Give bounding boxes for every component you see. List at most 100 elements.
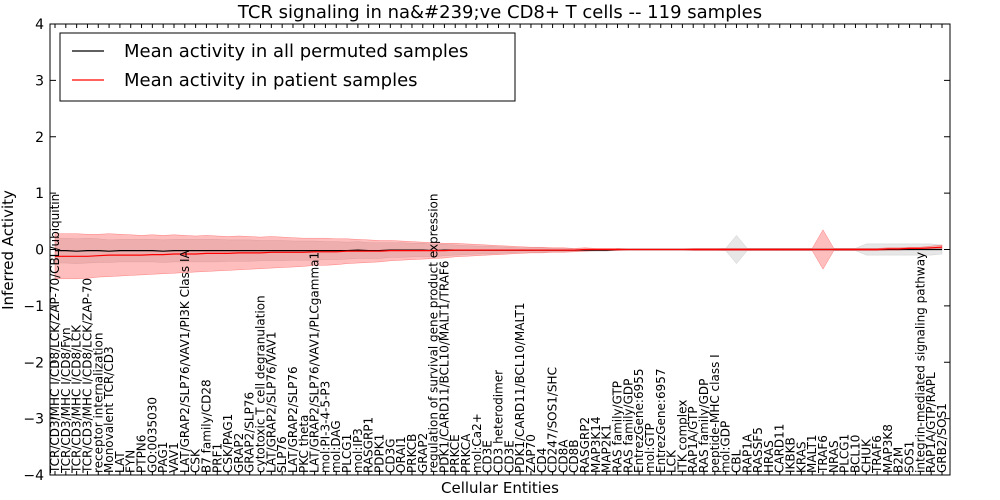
y-tick-label: 4 <box>35 17 44 33</box>
x-tick-label: PLCG1 <box>838 434 852 473</box>
x-tick-label: integrin-mediated signaling pathway <box>913 252 927 473</box>
x-tick-label: PDPK1 <box>373 434 387 473</box>
x-tick-label: MAP2K1 <box>600 424 614 473</box>
y-tick-label: −1 <box>23 299 44 315</box>
x-axis-label: Cellular Entities <box>441 479 559 497</box>
y-tick-label: −2 <box>23 355 44 371</box>
x-tick-label: RAS family/GTP <box>611 381 625 473</box>
x-tick-label: CD3G <box>383 438 397 473</box>
legend: Mean activity in all permuted samples Mea… <box>59 32 516 102</box>
x-tick-label: LAT/GRAP2/SLP76/VAV1 <box>264 332 278 473</box>
x-tick-label: TCR/CD3/MHC I/CD8/LCK <box>70 324 84 474</box>
x-tick-label: VAV1 <box>167 442 181 473</box>
x-tick-label: TCR/CD3/MHC I/CD8/LCK/ZAP-70 <box>81 278 95 474</box>
x-tick-label: SLP76 <box>275 436 289 473</box>
x-tick-label: PLCG1 <box>340 434 354 473</box>
x-tick-label: PRKCA <box>459 433 473 473</box>
x-tick-label: EntrezGene:6955 <box>632 369 646 474</box>
x-tick-label: RASGRP1 <box>362 417 376 473</box>
x-tick-label: PRF1 <box>210 443 224 473</box>
x-tick-label: TCR/CD3/MHC I/CD8/Fyn <box>59 327 73 474</box>
x-tick-label: PRKCE <box>448 434 462 473</box>
x-tick-label: mol:IP3 <box>351 428 365 473</box>
x-tick-label: B2M <box>892 447 906 473</box>
x-tick-label: B7 family/CD28 <box>199 379 213 473</box>
x-tick-label: BCL10 <box>849 435 863 473</box>
x-tick-label: mol:Ca2+ <box>470 413 484 473</box>
x-tick-label: CD8A <box>556 439 570 473</box>
y-axis-label: Inferred Activity <box>0 190 17 310</box>
x-tick-label: SOS1 <box>903 441 917 473</box>
y-tick-label: −3 <box>23 412 44 428</box>
x-tick-label: RASSF5 <box>751 427 765 473</box>
x-tick-label: RAS family/GDP <box>697 379 711 473</box>
x-tick-label: LAT/GRAP2/SLP76 <box>286 366 300 473</box>
x-tick-label: mol:PI-3-4-5-P3 <box>318 381 332 473</box>
x-tick-label: Monovalent TCR/CD3 <box>102 346 116 473</box>
y-tick-label: 3 <box>35 73 44 89</box>
x-tick-label: PTPN6 <box>135 435 149 473</box>
chart-title: TCR signaling in na&#239;ve CD8+ T cells… <box>237 2 762 23</box>
y-tick-label: 1 <box>35 186 44 202</box>
x-tick-label: CD8B <box>567 440 581 474</box>
y-tick-label: 2 <box>35 130 44 146</box>
x-tick-label: RAP1A/GTP/RAPL <box>924 372 938 473</box>
x-tick-label: LCK <box>665 449 679 473</box>
x-tick-label: HRAS <box>762 440 776 473</box>
x-tick-label: LAT/GRAP2/SLP76/VAV1/PLCgamma1 <box>308 252 322 473</box>
x-tick-label: GO:0035030 <box>145 397 159 473</box>
x-tick-label: ORAI1 <box>394 436 408 473</box>
x-tick-label: NRAS <box>827 440 841 473</box>
x-tick-label: GRAP2 <box>232 433 246 473</box>
x-tick-label: CD247/SOS1/SHC <box>546 367 560 473</box>
x-tick-label: CD4 <box>535 448 549 473</box>
x-tick-label: mol:DAG <box>329 420 343 473</box>
x-tick-label: CSK/PAG1 <box>221 414 235 473</box>
legend-label: Mean activity in all permuted samples <box>124 41 468 62</box>
x-tick-label: FYN <box>124 450 138 473</box>
x-tick-label: RAP1A/GTP <box>686 406 700 473</box>
x-tick-label: GRAP2 <box>416 433 430 473</box>
x-tick-label: CHUK <box>859 438 873 473</box>
x-tick-label: GRAP2/SLP76 <box>243 392 257 473</box>
x-tick-label: receptor internalization <box>91 333 105 473</box>
x-tick-label: RASGRP2 <box>578 417 592 473</box>
y-tick-label: 0 <box>35 243 44 259</box>
x-tick-label: mol:GDP <box>719 421 733 473</box>
x-tick-label: LAT/GRAP2/SLP76/VAV1/PI3K Class IA <box>178 249 192 473</box>
x-tick-label: RAS family/GDP <box>621 379 635 473</box>
x-tick-label: mol:GTP <box>643 423 657 473</box>
x-tick-label: PKC theta <box>297 415 311 473</box>
x-tick-label: LAT <box>113 451 127 473</box>
x-tick-label: EntrezGene:6957 <box>654 369 668 474</box>
y-tick-label: −4 <box>23 468 44 484</box>
x-tick-label: TCR/CD3/MHC I/CD8/LCK/ZAP-70/CBL/ubiquit… <box>48 194 62 474</box>
x-tick-label: MAP3K14 <box>589 416 603 473</box>
x-tick-label: CARD11 <box>773 424 787 473</box>
x-tick-label: PRKCB <box>405 434 419 473</box>
x-tick-label: ITK complex <box>675 400 689 473</box>
x-tick-label: RAP1A <box>740 433 754 473</box>
x-tick-label: IKBKB <box>784 437 798 473</box>
series-line-patient <box>55 246 943 257</box>
x-tick-label: PDK1/CARD11/BCL10/MALT1/TRAF6 <box>437 261 451 473</box>
x-tick-label: GRB2/SOS1 <box>935 403 949 473</box>
x-tick-label: CD3 heterodimer <box>492 370 506 473</box>
x-tick-label: PDK1/CARD11/BCL10/MALT1 <box>513 303 527 473</box>
x-tick-label: peptide-MHC class I <box>708 354 722 473</box>
x-tick-label: regulation of survival gene product expr… <box>427 194 441 473</box>
x-tick-label: KRAS <box>794 441 808 473</box>
x-tick-label: CD3E <box>502 440 516 473</box>
legend-box <box>59 32 516 102</box>
x-tick-label: CSK <box>189 448 203 473</box>
x-tick-label: cytotoxic T cell degranulation <box>254 295 268 473</box>
x-tick-label: ZAP70 <box>524 434 538 473</box>
x-tick-label: MALT1 <box>805 434 819 473</box>
legend-label: Mean activity in patient samples <box>124 70 418 91</box>
x-tick-label: PAG1 <box>156 442 170 473</box>
x-tick-label: CBL <box>730 449 744 473</box>
x-tick-label: TRAF6 <box>816 435 830 474</box>
x-tick-label: TRAF6 <box>870 435 884 474</box>
x-tick-label: MAP3K8 <box>881 424 895 473</box>
